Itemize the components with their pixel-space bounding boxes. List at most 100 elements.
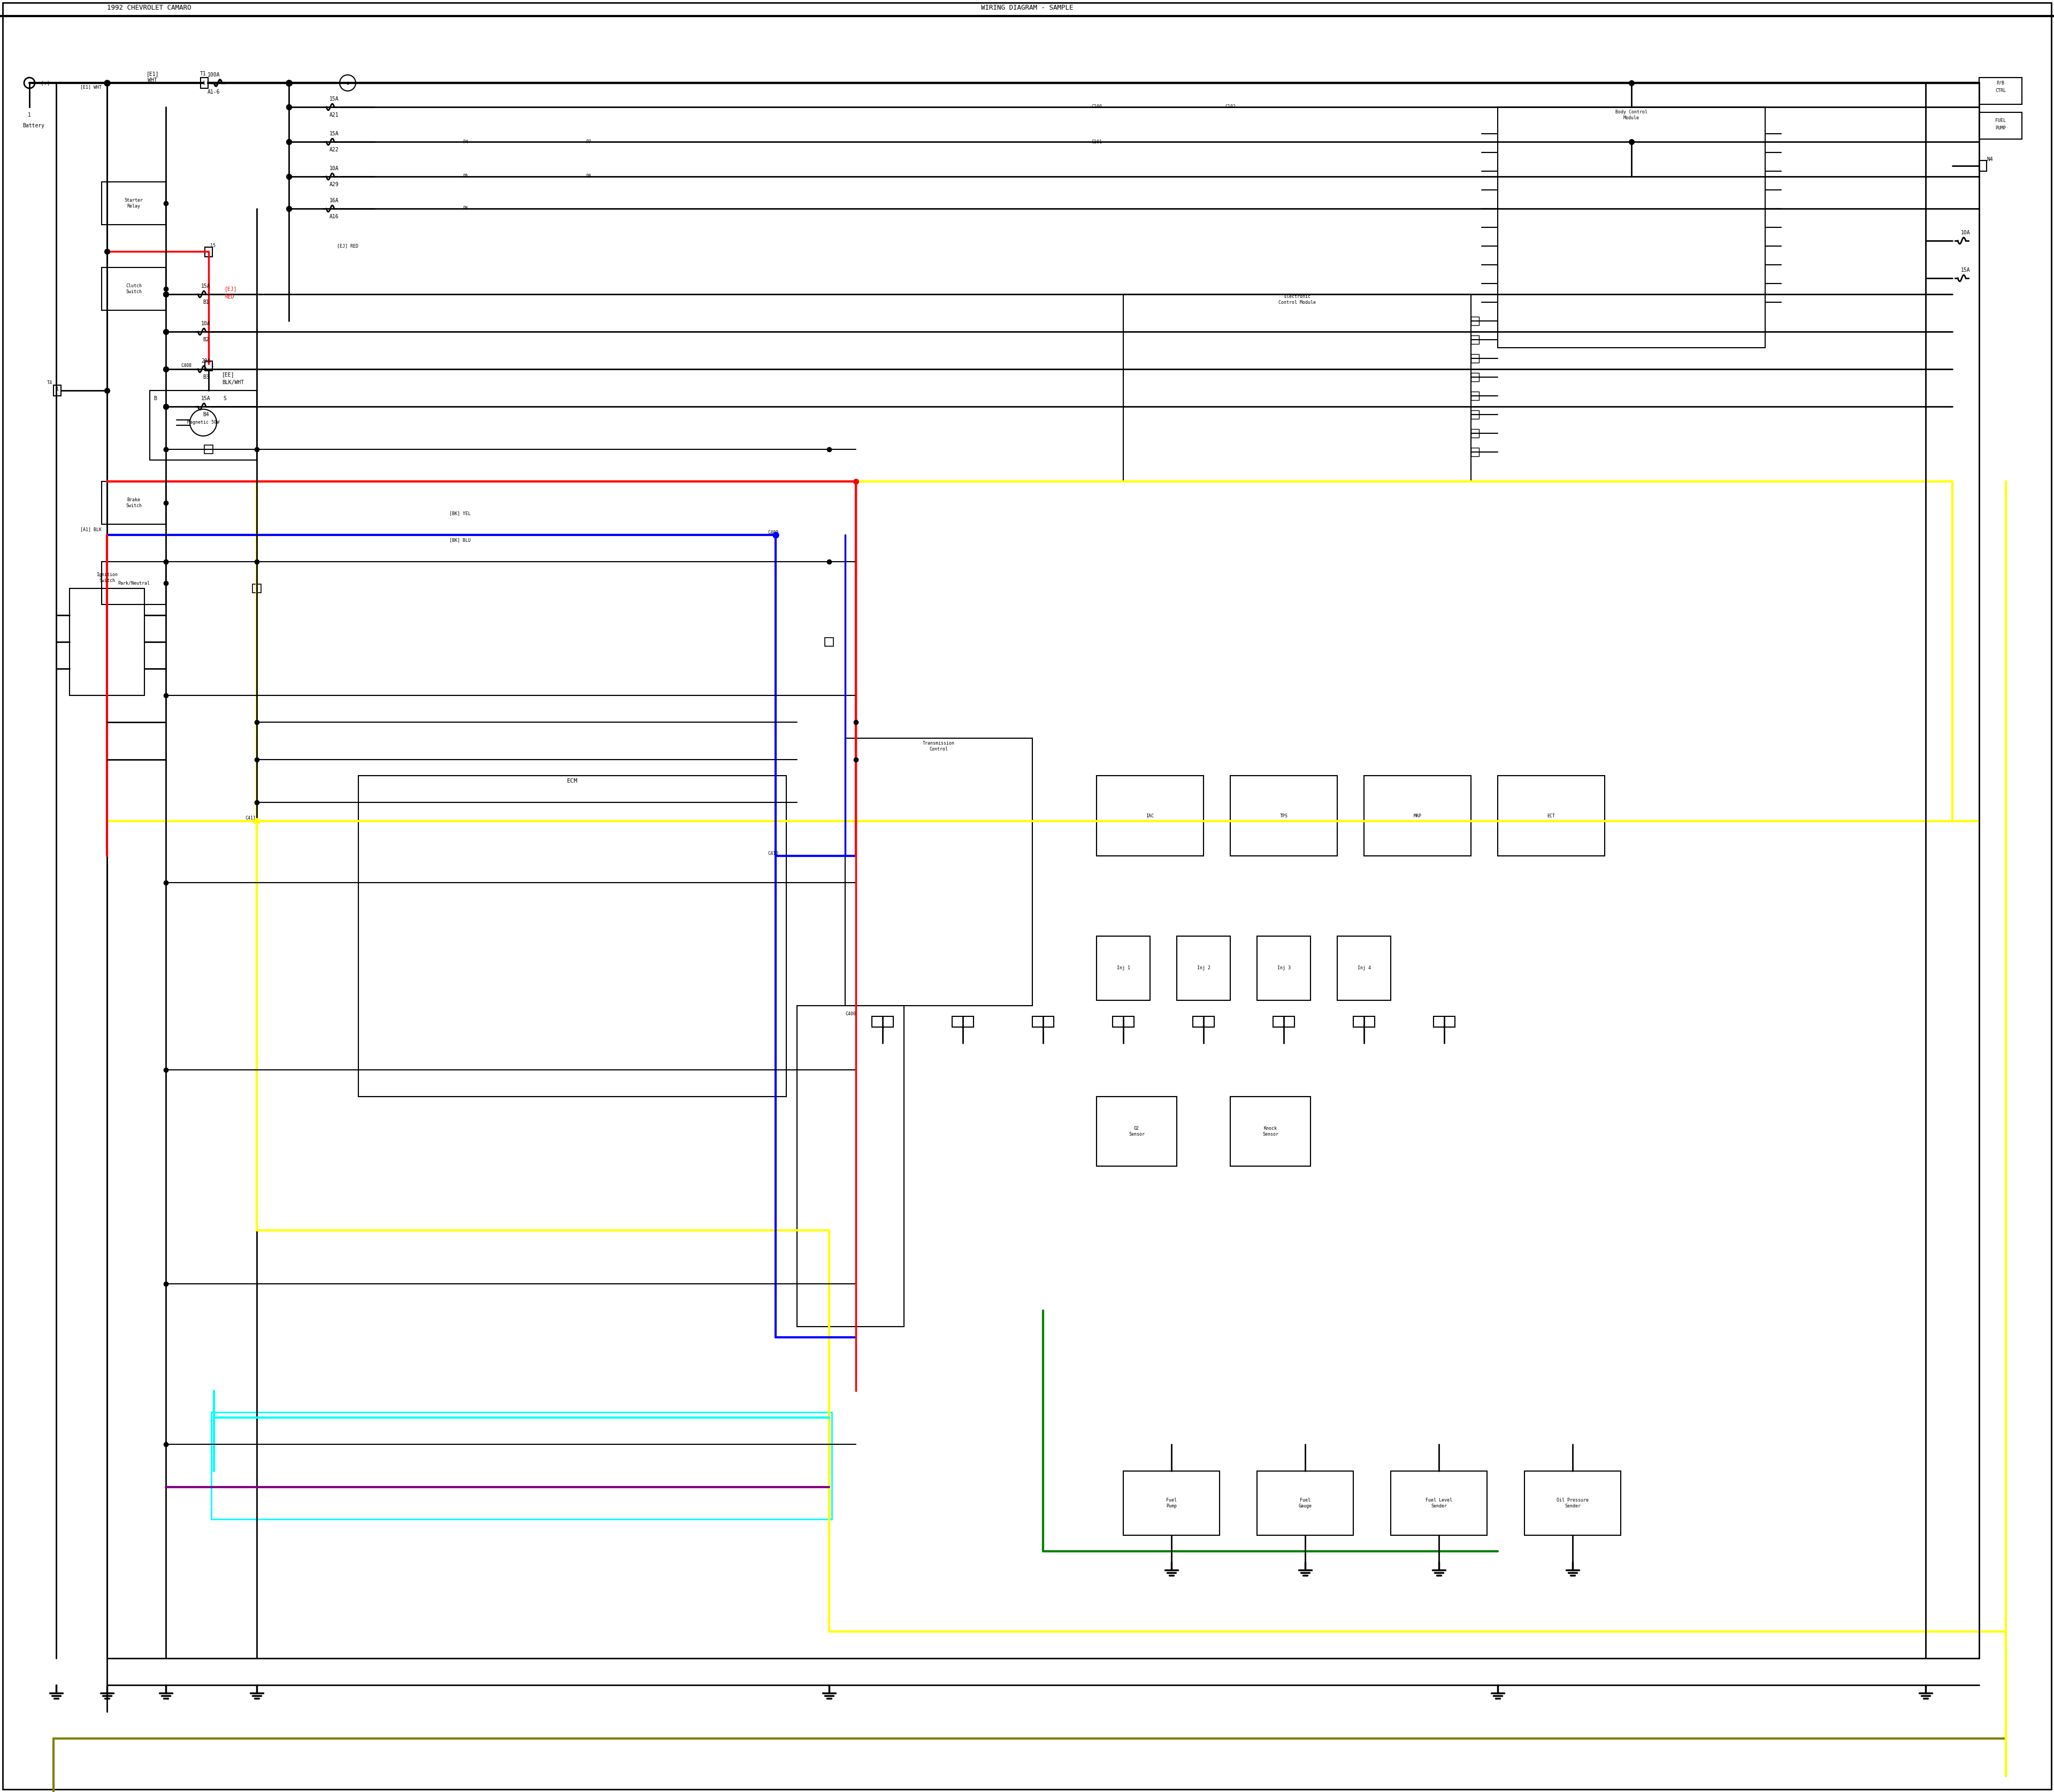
Bar [101, 267, 166, 310]
Text: Inj 4: Inj 4 [1358, 966, 1370, 971]
Text: MAP: MAP [1413, 814, 1421, 819]
Text: 1992 CHEVROLET CAMARO: 1992 CHEVROLET CAMARO [107, 5, 191, 11]
Text: C101: C101 [1091, 140, 1101, 143]
Text: 1: 1 [881, 1025, 883, 1029]
Text: B4: B4 [203, 412, 210, 418]
Bar [101, 482, 166, 525]
Bar [1980, 113, 2021, 140]
Text: [E1] WHT: [E1] WHT [80, 84, 101, 90]
Text: Inj 2: Inj 2 [1197, 966, 1210, 971]
Text: 5: 5 [1202, 1025, 1204, 1029]
Text: Electronic
Control Module: Electronic Control Module [1278, 294, 1317, 305]
Text: P8: P8 [585, 174, 592, 179]
Bar [1193, 1016, 1214, 1027]
Bar [150, 391, 257, 461]
Bar [1257, 935, 1310, 1000]
Text: 15A: 15A [201, 396, 212, 401]
Text: 20A: 20A [201, 358, 212, 364]
Text: B2: B2 [203, 337, 210, 342]
Text: WHT: WHT [148, 77, 158, 82]
Text: CTRL: CTRL [1994, 88, 2007, 93]
Text: B3: B3 [203, 375, 210, 380]
Text: PUMP: PUMP [1994, 125, 2007, 131]
Bar [1257, 1471, 1354, 1536]
Text: 15A: 15A [329, 131, 339, 136]
Bar [1124, 294, 1471, 482]
Text: B: B [154, 396, 156, 401]
Bar [1497, 108, 1764, 348]
Bar [1524, 1471, 1621, 1536]
Text: Fuel Level
Sender: Fuel Level Sender [1425, 1498, 1452, 1509]
Text: P/B: P/B [1996, 81, 2005, 86]
Text: 3: 3 [1041, 1025, 1043, 1029]
Text: 15A: 15A [329, 97, 339, 102]
Bar [1497, 776, 1604, 857]
Text: 15A: 15A [201, 283, 212, 289]
Text: Battery: Battery [23, 124, 45, 129]
Text: IAC: IAC [1146, 814, 1154, 819]
Text: TPS: TPS [1280, 814, 1288, 819]
Bar [1097, 1097, 1177, 1167]
Bar [1124, 1471, 1220, 1536]
Text: C102: C102 [1224, 104, 1237, 109]
Text: A22: A22 [329, 147, 339, 152]
Bar [201, 77, 207, 88]
Text: (+): (+) [41, 81, 49, 86]
Text: P5: P5 [462, 174, 468, 179]
Text: 15A: 15A [1962, 267, 1970, 272]
Text: Body Control
Module: Body Control Module [1614, 109, 1647, 120]
Text: P7: P7 [585, 140, 592, 143]
Text: [BK] BLU: [BK] BLU [450, 538, 470, 543]
Text: C409: C409 [768, 530, 778, 534]
Bar [70, 588, 144, 695]
Text: A21: A21 [329, 113, 339, 118]
Text: C400: C400 [844, 1011, 857, 1016]
Text: 2: 2 [961, 1025, 963, 1029]
Text: 16A: 16A [329, 197, 339, 202]
Bar [357, 776, 787, 1097]
Text: Clutch
Switch: Clutch Switch [125, 283, 142, 294]
Bar [1097, 776, 1204, 857]
Text: 1: 1 [203, 81, 205, 86]
Text: BLK/WHT: BLK/WHT [222, 380, 244, 385]
Text: ECM: ECM [567, 778, 577, 783]
Bar [1354, 1016, 1374, 1027]
Text: O2
Sensor: O2 Sensor [1128, 1125, 1144, 1136]
Bar [1471, 392, 1479, 400]
Text: 7: 7 [1364, 1025, 1366, 1029]
Bar [53, 385, 62, 396]
Text: [EE]: [EE] [222, 371, 234, 376]
Text: P6: P6 [462, 206, 468, 211]
Bar [1364, 776, 1471, 857]
Bar [1980, 77, 2021, 104]
Text: 1: 1 [55, 387, 60, 391]
Text: [BK] YEL: [BK] YEL [450, 511, 470, 516]
Text: N4: N4 [1986, 156, 1992, 161]
Bar [953, 1016, 974, 1027]
Bar [1471, 428, 1479, 437]
Text: 6: 6 [1282, 1025, 1286, 1029]
Text: Fuel
Pump: Fuel Pump [1167, 1498, 1177, 1509]
Text: A29: A29 [329, 181, 339, 186]
Text: 4: 4 [1121, 1025, 1124, 1029]
Text: 15: 15 [210, 244, 216, 249]
Bar [1434, 1016, 1454, 1027]
Text: Transmission
Control: Transmission Control [922, 742, 955, 751]
Bar [871, 1016, 893, 1027]
Bar [1097, 935, 1150, 1000]
Text: Inj 1: Inj 1 [1117, 966, 1130, 971]
Bar [1033, 1016, 1054, 1027]
Text: Brake
Switch: Brake Switch [125, 498, 142, 507]
Bar [1471, 355, 1479, 362]
Bar [1273, 1016, 1294, 1027]
Text: T4: T4 [47, 380, 53, 385]
Bar [205, 247, 212, 256]
Bar [826, 638, 834, 647]
Text: C100: C100 [1091, 104, 1101, 109]
Text: [EJ]: [EJ] [224, 287, 236, 292]
Bar [253, 584, 261, 593]
Bar [1471, 373, 1479, 382]
Text: Magnetic 50W: Magnetic 50W [187, 419, 220, 425]
Bar [1471, 410, 1479, 419]
Bar [1177, 935, 1230, 1000]
